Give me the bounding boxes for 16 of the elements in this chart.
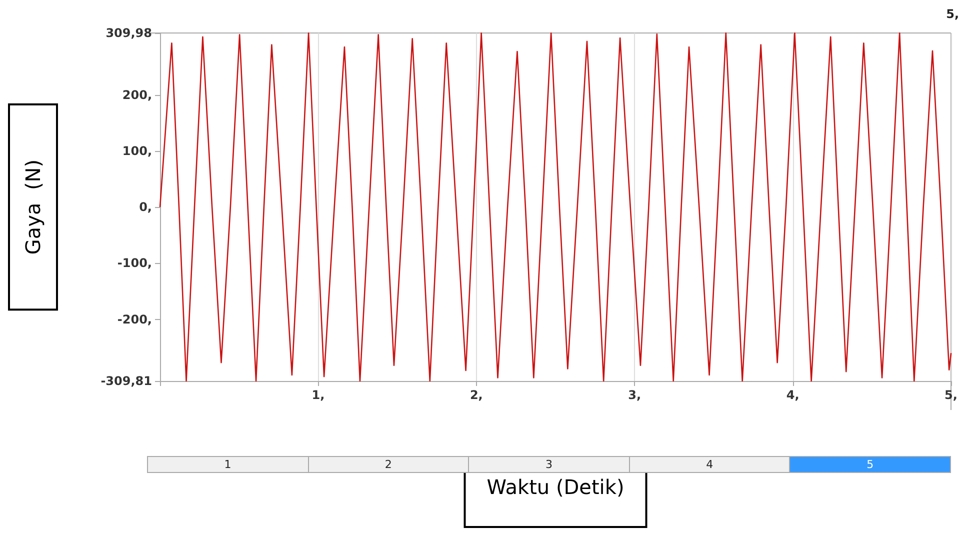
y-tick-label: 200, xyxy=(122,88,152,102)
x-tick-label: 3, xyxy=(628,388,642,402)
y-tick-label: 0, xyxy=(139,200,152,214)
text: 5, xyxy=(946,7,960,21)
y-tick-label: -309,81 xyxy=(100,374,152,388)
x-tick-label: 5, xyxy=(944,388,958,402)
x-tick-label: 4, xyxy=(786,388,800,402)
x-tick-label: 1, xyxy=(312,388,325,402)
page-selector: 1 2 3 4 5 xyxy=(147,456,951,473)
y-tick-label: -200, xyxy=(117,312,152,326)
x-axis-title: Waktu (Detik) xyxy=(486,475,624,499)
y-tick-label: 309,98 xyxy=(106,26,152,40)
y-tick-label: -100, xyxy=(117,256,152,270)
x-tick-label: 2, xyxy=(470,388,483,402)
y-tick-label: 100, xyxy=(122,144,152,158)
y-axis-title: Gaya (N) xyxy=(21,159,45,255)
